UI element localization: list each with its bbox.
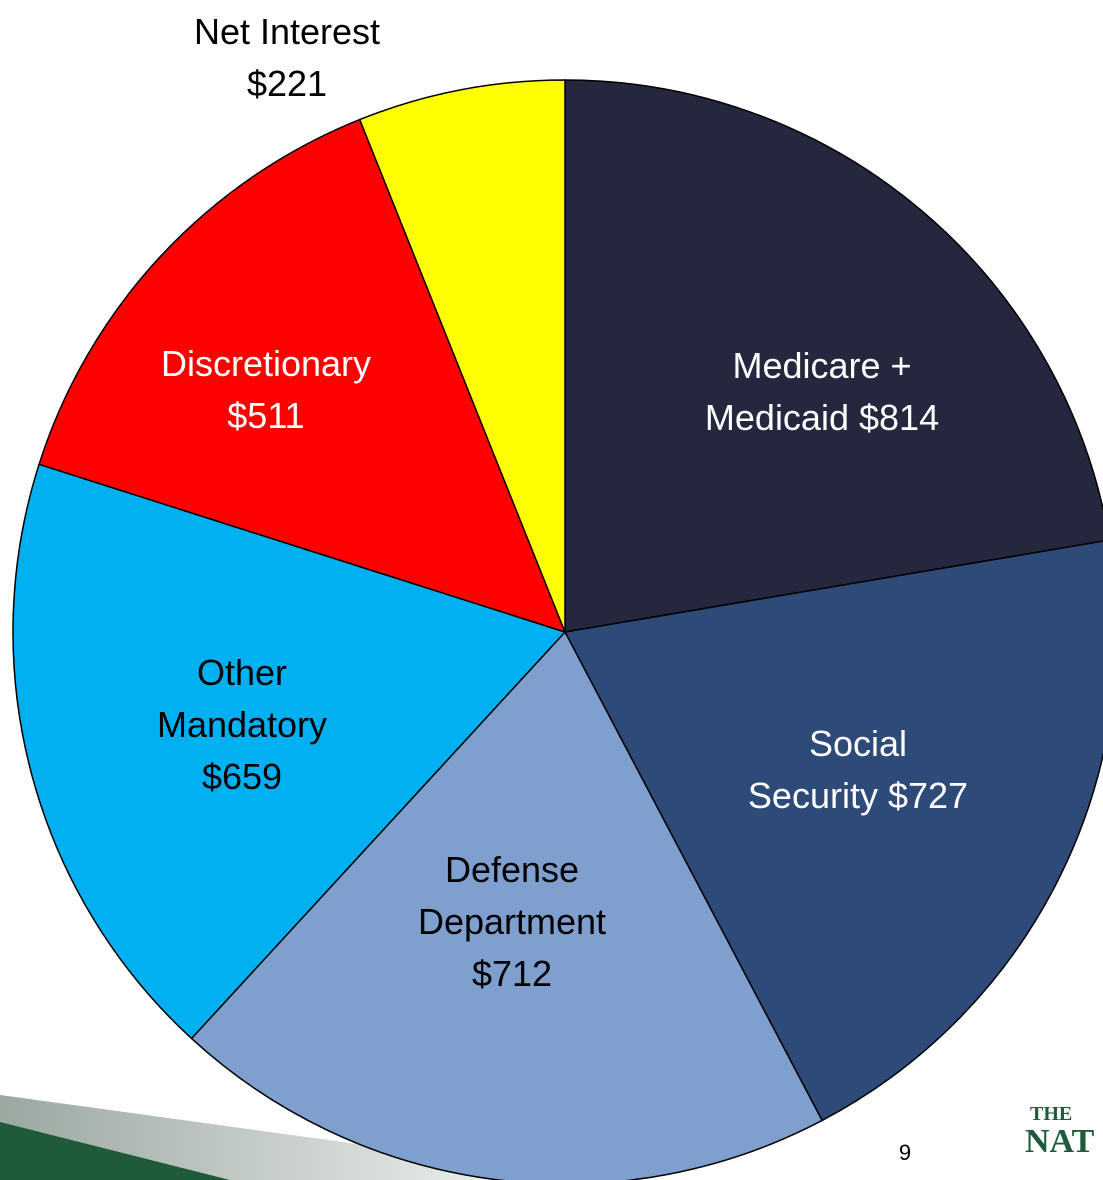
decor-green xyxy=(0,1122,230,1180)
value-label: $221 xyxy=(246,63,328,104)
slice-label-text: Net Interest $221 xyxy=(172,6,402,110)
slice-label-box: Discretionary $511 xyxy=(126,305,406,475)
category-label: Medicare + Medicaid xyxy=(704,345,912,438)
pie-slice xyxy=(564,79,1103,633)
category-label: Net Interest xyxy=(193,11,381,52)
slice-label: Other Mandatory $659 xyxy=(132,640,352,810)
value-label: $712 xyxy=(471,953,553,994)
slice-label: Discretionary $511 xyxy=(126,305,406,475)
slice-label-box: Net Interest $221 xyxy=(172,0,402,143)
slice-label: Defense Department $712 xyxy=(402,837,622,1007)
slice-label-box: Defense Department $712 xyxy=(402,837,622,1007)
value-label: $814 xyxy=(859,397,940,438)
slice-label-box: Social Security $727 xyxy=(744,685,972,855)
slice-label: Net Interest $221 xyxy=(172,0,402,143)
category-label: Discretionary xyxy=(160,343,372,384)
slice-label-text: Defense Department $712 xyxy=(402,844,622,1000)
slice-label-box: Other Mandatory $659 xyxy=(132,640,352,810)
pie-slice xyxy=(358,79,566,633)
slice-label-text: Discretionary $511 xyxy=(126,338,406,442)
slice-label-box: Medicare + Medicaid $814 xyxy=(692,307,952,477)
category-label: Defense Department xyxy=(417,849,607,942)
slice-label: Social Security $727 xyxy=(744,685,972,855)
page-number: 9 xyxy=(899,1140,911,1165)
pie-slice xyxy=(38,118,567,634)
value-label: $511 xyxy=(227,395,305,436)
slice-label-text: Social Security $727 xyxy=(744,718,972,822)
logo-line1: THE xyxy=(1030,1103,1072,1125)
category-label: Other Mandatory xyxy=(156,652,328,745)
pie-slice xyxy=(563,540,1103,1122)
logo-line2: NAT xyxy=(1025,1123,1095,1160)
slice-label: Medicare + Medicaid $814 xyxy=(692,307,952,477)
labels: Medicare + Medicaid $814 Social Security … xyxy=(126,0,972,1007)
value-label: $727 xyxy=(887,775,969,816)
slice-label-text: Other Mandatory $659 xyxy=(132,647,352,803)
pie-slice xyxy=(12,463,567,1040)
category-label: Social Security xyxy=(747,723,908,816)
slice-label-text: Medicare + Medicaid $814 xyxy=(692,340,952,444)
value-label: $659 xyxy=(201,756,283,797)
pie-slice xyxy=(190,630,824,1180)
pie xyxy=(12,79,1103,1180)
